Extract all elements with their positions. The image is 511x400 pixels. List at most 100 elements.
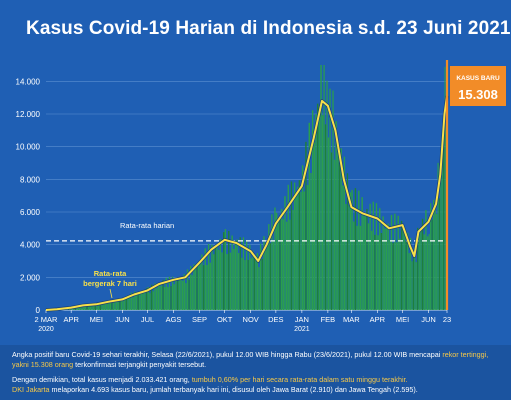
bar — [400, 220, 403, 310]
x-tick-label: AGS — [166, 315, 182, 324]
bar — [178, 279, 180, 310]
rolling-average-label: Rata-rata — [94, 269, 127, 278]
bar — [228, 231, 230, 310]
bar — [410, 237, 412, 310]
rolling-average-pointer — [109, 288, 113, 299]
bar — [125, 299, 128, 310]
bar — [193, 264, 195, 310]
bar — [223, 232, 225, 310]
y-tick-label: 6.000 — [20, 208, 41, 217]
bar — [271, 214, 273, 310]
bar — [197, 261, 200, 310]
bar — [255, 257, 257, 310]
bar — [272, 240, 275, 310]
bar — [87, 304, 90, 310]
bar — [436, 213, 438, 310]
bar — [264, 247, 267, 310]
bar — [104, 302, 107, 310]
bar — [434, 201, 436, 310]
bar — [369, 203, 371, 310]
bar — [245, 239, 248, 310]
bar — [428, 234, 430, 310]
bar — [285, 221, 288, 310]
chart: 02.0004.0006.0008.00010.00012.00014.000 … — [16, 60, 506, 333]
bar — [86, 304, 88, 310]
bar — [147, 287, 149, 310]
bar — [122, 299, 124, 310]
bar — [117, 301, 119, 310]
bar — [275, 212, 278, 310]
bar — [239, 237, 241, 310]
bar — [402, 226, 404, 310]
bar — [340, 148, 342, 310]
bar — [233, 249, 235, 310]
bar — [354, 188, 357, 310]
bar — [221, 252, 223, 310]
bar — [154, 283, 156, 310]
bar — [194, 268, 197, 310]
note-2-highlight: tumbuh 0,60% per hari secara rata-rata d… — [191, 375, 408, 384]
bar — [423, 234, 425, 310]
bar — [310, 173, 312, 310]
bar — [313, 142, 316, 310]
bar — [81, 305, 83, 310]
callout-label: KASUS BARU — [456, 75, 500, 82]
bar — [82, 305, 85, 310]
bar — [408, 253, 410, 310]
x-tick-label: JAN — [295, 315, 309, 324]
bar — [224, 229, 227, 310]
bar — [180, 277, 182, 310]
bar — [412, 253, 415, 310]
x-tick-label: DES — [268, 315, 283, 324]
x-tick-label: OKT — [217, 315, 233, 324]
bar — [284, 196, 286, 310]
bar — [175, 277, 177, 310]
callout-value: 15.308 — [458, 87, 498, 102]
bar — [380, 233, 383, 310]
bar — [217, 249, 220, 310]
bar — [374, 234, 376, 310]
bar — [206, 264, 208, 310]
bar — [399, 238, 401, 310]
bar — [247, 259, 249, 310]
bar — [209, 262, 212, 310]
bar — [142, 290, 144, 310]
bar — [185, 283, 187, 310]
x-tick-label: APR — [63, 315, 79, 324]
bar — [364, 213, 367, 310]
bar — [242, 237, 245, 310]
bar — [263, 236, 265, 310]
bar — [168, 276, 171, 310]
y-tick-label: 8.000 — [20, 175, 41, 184]
bar — [236, 239, 238, 310]
bar — [363, 215, 365, 310]
bar — [99, 303, 102, 310]
bar — [440, 165, 442, 310]
bar — [415, 262, 417, 310]
bar — [106, 302, 108, 310]
bar — [405, 241, 407, 310]
bar — [293, 182, 296, 310]
note-1-highlight: rekor tertinggi, yakni 15.308 orang — [12, 350, 489, 369]
bar — [101, 303, 103, 310]
bar — [170, 286, 172, 310]
y-tick-label: 2.000 — [20, 273, 41, 282]
bar — [377, 235, 379, 310]
bar — [343, 156, 346, 310]
bar — [196, 264, 198, 310]
bar — [382, 216, 384, 310]
bar — [212, 254, 215, 310]
bar — [414, 257, 416, 310]
bar — [438, 198, 441, 310]
bar — [372, 201, 374, 310]
bar — [327, 137, 330, 310]
bar — [277, 221, 279, 310]
bar — [367, 223, 370, 310]
bar — [250, 258, 252, 310]
note-1-end: terkonfirmasi terjangkit penyakit terseb… — [73, 360, 207, 369]
bar — [385, 225, 388, 310]
bar — [186, 269, 189, 310]
note-paragraph-1: Angka positif baru Covid-19 sehari terak… — [12, 350, 502, 370]
bar — [124, 297, 126, 310]
bars — [46, 65, 448, 311]
